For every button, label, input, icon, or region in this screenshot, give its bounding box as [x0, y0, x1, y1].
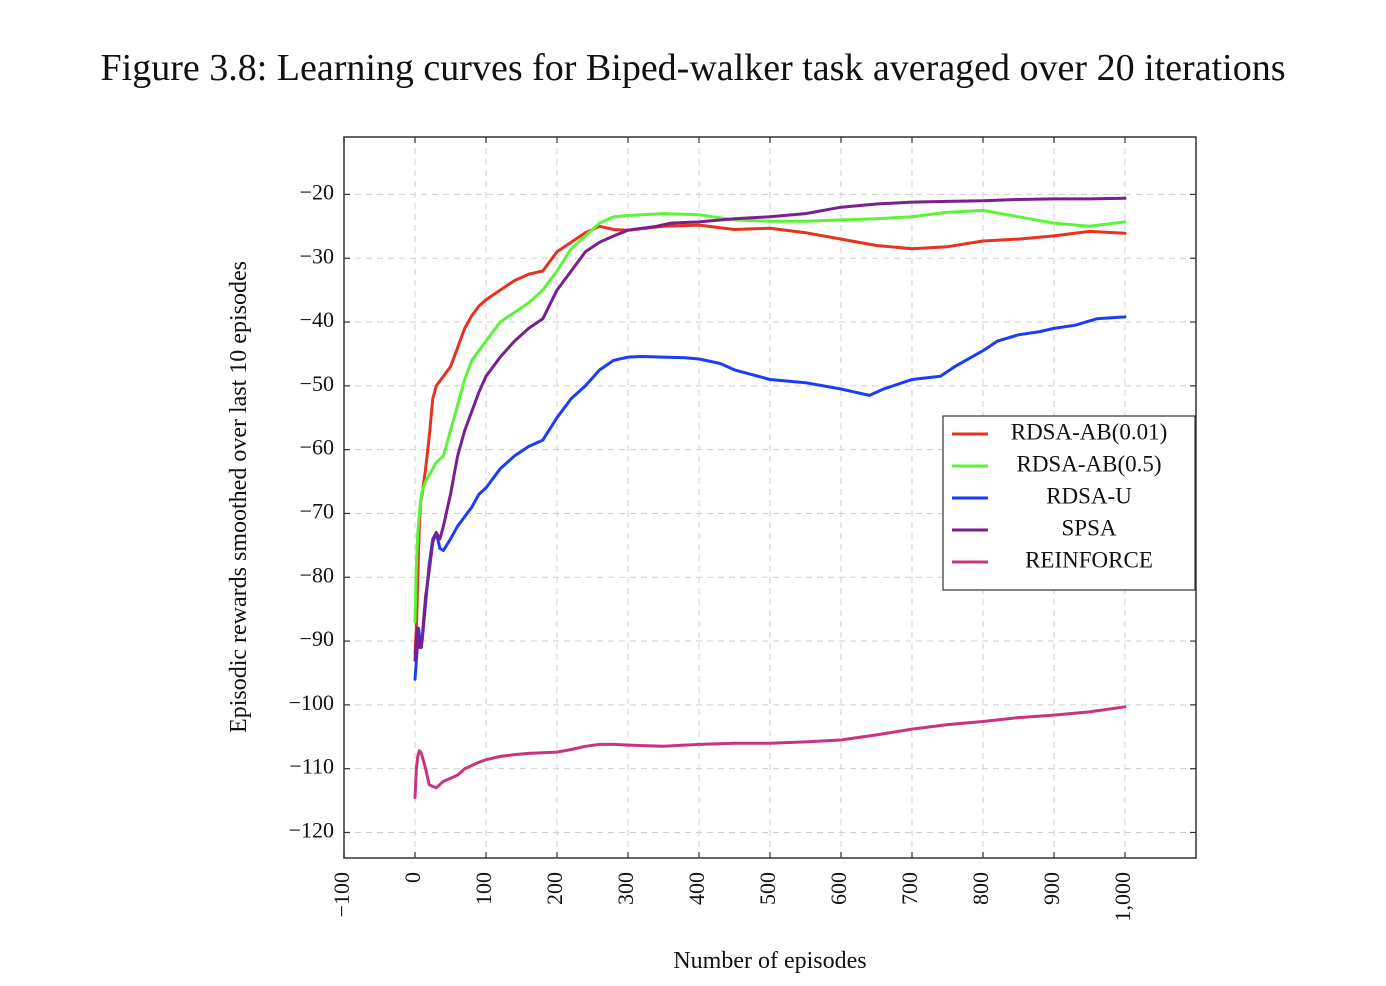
y-tick-label: −50 [300, 371, 334, 396]
legend-label: SPSA [1062, 515, 1117, 540]
x-tick-label: 0 [400, 872, 425, 883]
series-line-rdsa-ab-0-5 [413, 208, 1127, 624]
y-tick-label: −100 [289, 690, 334, 715]
y-tick-label: −110 [289, 754, 334, 779]
series-line-rdsa-ab-0-01 [413, 223, 1127, 656]
series-line-spsa [413, 196, 1127, 662]
legend-box [942, 415, 1196, 591]
legend-label: RDSA-AB(0.5) [1016, 451, 1161, 476]
x-tick-label: 500 [755, 872, 780, 905]
legend: RDSA-AB(0.01) RDSA-AB(0.5) RDSA-U SPSA REINF… [942, 415, 1196, 591]
x-tick-label: 1,000 [1110, 872, 1135, 922]
series-line-reinforce [413, 705, 1127, 799]
x-tick-label: 800 [968, 872, 993, 905]
y-tick-label: −60 [300, 435, 334, 460]
axis-ticks: −100 0 100 200 300 400 500 600 700 800 900 1,000 −12… [289, 137, 1196, 922]
y-tick-label: −40 [300, 307, 334, 332]
y-tick-label: −30 [300, 243, 334, 268]
y-tick-label: −20 [300, 179, 334, 204]
series-lines [413, 196, 1127, 799]
y-tick-label: −90 [300, 626, 334, 651]
x-tick-label: 900 [1039, 872, 1064, 905]
x-tick-label: 400 [684, 872, 709, 905]
x-tick-label: 300 [613, 872, 638, 905]
x-axis-label: Number of episodes [673, 948, 866, 974]
legend-label: REINFORCE [1025, 547, 1153, 572]
legend-label: RDSA-U [1046, 483, 1132, 508]
legend-label: RDSA-AB(0.01) [1011, 419, 1168, 444]
y-tick-label: −70 [300, 498, 334, 523]
x-tick-label: −100 [329, 872, 354, 917]
x-tick-label: 100 [471, 872, 496, 905]
x-tick-label: 700 [897, 872, 922, 905]
x-tick-label: 600 [826, 872, 851, 905]
chart-title: Figure 3.8: Learning curves for Biped-wa… [100, 47, 1286, 89]
y-tick-label: −80 [300, 562, 334, 587]
y-axis-label: Episodic rewards smoothed over last 10 e… [226, 261, 252, 733]
y-tick-label: −120 [289, 818, 334, 843]
x-tick-label: 200 [542, 872, 567, 905]
